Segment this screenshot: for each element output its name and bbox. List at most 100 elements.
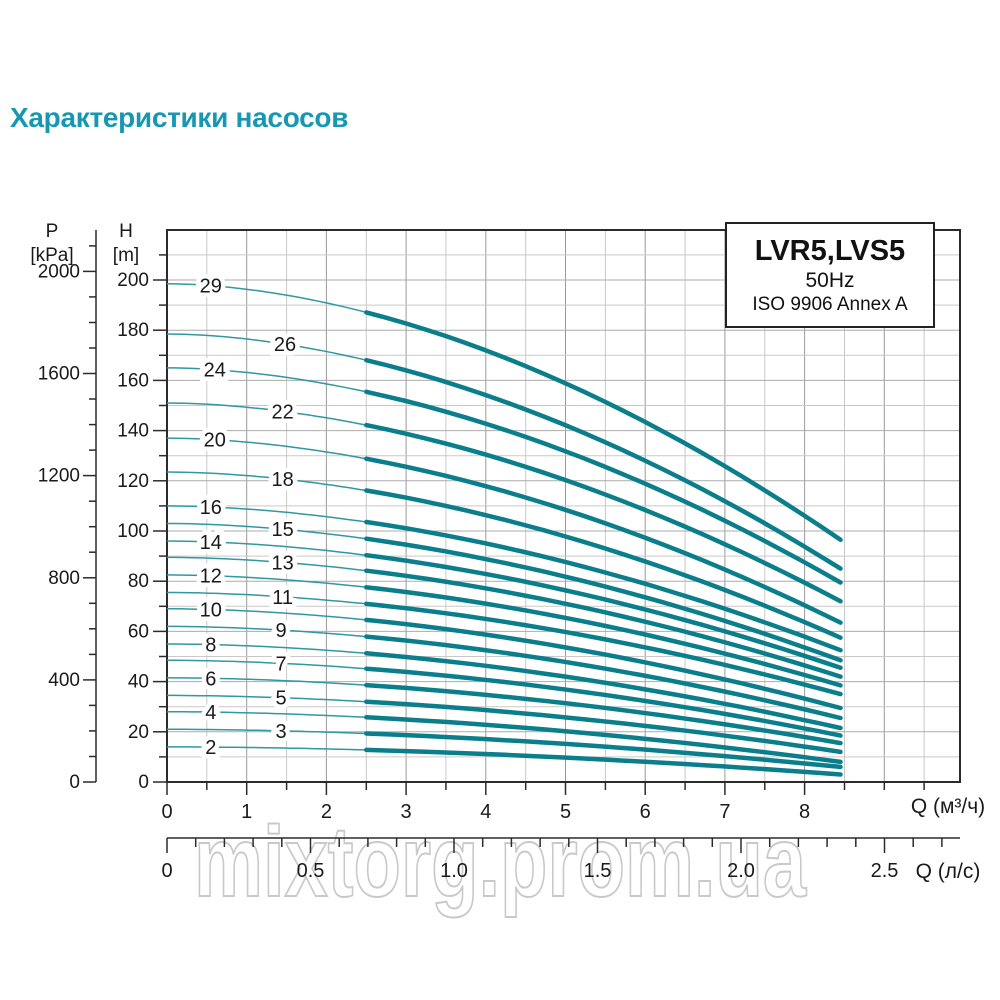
pump-curve-8-bold [364, 651, 843, 731]
flow-axis-m3h-unit-label: Q (м³/ч) [910, 795, 986, 818]
curve-label-6: 6 [205, 668, 216, 690]
pump-curve-11-thin [167, 591, 367, 605]
legend-frequency: 50Hz [805, 269, 855, 292]
curve-label-2: 2 [205, 737, 216, 759]
pump-curve-10-thin [167, 608, 367, 621]
pump-curve-24-bold [364, 389, 843, 585]
flow-ls-tick-label: 1.5 [584, 860, 612, 882]
head-tick-label: 160 [117, 370, 149, 391]
pump-curve-3-bold [364, 731, 843, 770]
head-tick-label: 60 [128, 621, 149, 642]
flow-m3h-tick-label: 7 [719, 801, 730, 823]
head-tick-label: 200 [117, 270, 149, 291]
pressure-tick-label: 1600 [38, 364, 80, 385]
curve-label-24: 24 [204, 360, 226, 382]
pump-curve-29-thin [166, 283, 367, 314]
pressure-tick-label: 2000 [38, 261, 80, 282]
flow-axis-ls-unit-label: Q (л/с) [915, 860, 981, 883]
pump-curve-6-thin [166, 677, 367, 686]
pump-curve-7-bold [364, 666, 843, 738]
flow-m3h-tick-label: 6 [640, 801, 651, 823]
head-axis-unit: [m] [112, 245, 140, 266]
pump-curve-20-bold [364, 456, 843, 625]
pump-curve-16-thin [166, 505, 367, 523]
head-tick-label: 140 [117, 421, 149, 442]
head-tick-label: 120 [117, 471, 149, 492]
pump-curve-22-bold [364, 422, 843, 604]
pressure-tick-label: 1200 [38, 466, 80, 487]
pump-curve-15-bold [364, 536, 843, 663]
pump-curve-4-bold [364, 715, 843, 765]
curve-label-7: 7 [275, 653, 286, 675]
pump-curve-6-bold [364, 682, 843, 746]
legend-box: LVR5,LVS5 50Hz ISO 9906 Annex A [725, 222, 935, 328]
flow-m3h-tick-label: 0 [161, 801, 172, 823]
curve-label-14: 14 [200, 532, 222, 554]
curve-label-9: 9 [275, 620, 286, 642]
head-tick-label: 80 [128, 571, 149, 592]
flow-ls-tick-label: 2.5 [871, 860, 899, 882]
flow-m3h-tick-label: 4 [480, 801, 491, 823]
pump-curve-26-bold [364, 357, 843, 571]
pump-curve-20-thin [166, 437, 367, 460]
pump-curve-5-thin [167, 694, 367, 703]
curve-label-5: 5 [275, 688, 286, 710]
curve-label-18: 18 [271, 469, 293, 491]
pump-curve-3-thin [167, 728, 367, 735]
flow-m3h-tick-label: 5 [560, 801, 571, 823]
pump-curve-18-thin [166, 471, 367, 492]
pump-curve-22-thin [166, 402, 367, 426]
pump-curve-13-bold [364, 568, 843, 679]
curve-label-20: 20 [204, 430, 226, 452]
flow-ls-tick-label: 1.0 [440, 860, 468, 882]
curve-label-22: 22 [271, 401, 293, 423]
head-tick-label: 100 [117, 521, 149, 542]
flow-ls-tick-label: 0 [161, 860, 172, 882]
pump-curve-8-thin [167, 643, 367, 655]
pump-curve-5-bold [364, 699, 843, 755]
pump-curve-18-bold [364, 488, 843, 640]
pump-curve-12-thin [166, 574, 367, 589]
flow-m3h-tick-label: 1 [241, 801, 252, 823]
flow-ls-tick-label: 0.5 [297, 860, 325, 882]
pump-curve-4-thin [167, 710, 367, 719]
curve-label-16: 16 [200, 497, 222, 519]
flow-m3h-tick-label: 3 [401, 801, 412, 823]
curve-label-13: 13 [271, 552, 293, 574]
pump-curve-24-thin [167, 367, 367, 393]
page-title: Характеристики насосов [10, 102, 349, 133]
curve-label-29: 29 [200, 276, 222, 298]
head-axis-symbol: H [119, 221, 133, 242]
pressure-tick-label: 0 [69, 772, 80, 793]
pump-curve-15-thin [167, 522, 367, 540]
legend-model-name: LVR5,LVS5 [754, 235, 906, 267]
pressure-tick-label: 400 [48, 670, 80, 691]
pump-curve-10-bold [364, 617, 843, 711]
pump-curve-2-thin [167, 746, 367, 751]
pressure-tick-label: 800 [48, 568, 80, 589]
head-tick-label: 180 [117, 320, 149, 341]
curve-label-12: 12 [200, 566, 222, 588]
flow-m3h-tick-label: 8 [799, 801, 810, 823]
curve-label-10: 10 [200, 600, 222, 622]
curve-label-26: 26 [274, 334, 296, 356]
pump-curve-9-thin [167, 625, 367, 638]
pump-curve-16-bold [364, 519, 843, 653]
pump-curve-13-thin [167, 556, 367, 572]
pump-curve-14-thin [166, 540, 367, 556]
pump-curve-9-bold [364, 634, 843, 721]
head-tick-label: 40 [128, 672, 149, 693]
pump-curve-12-bold [364, 585, 843, 688]
head-axis-header: H [m] [96, 220, 156, 268]
legend-standard: ISO 9906 Annex A [752, 294, 908, 315]
pump-curve-14-bold [364, 552, 843, 671]
curve-label-11: 11 [272, 587, 293, 609]
pump-curve-26-thin [166, 333, 367, 361]
curve-label-3: 3 [275, 721, 286, 743]
flow-ls-tick-label: 2.0 [727, 860, 755, 882]
pump-curve-11-bold [364, 601, 843, 697]
pressure-axis-header: P [kPa] [22, 220, 82, 268]
pressure-axis-symbol: P [45, 221, 59, 242]
